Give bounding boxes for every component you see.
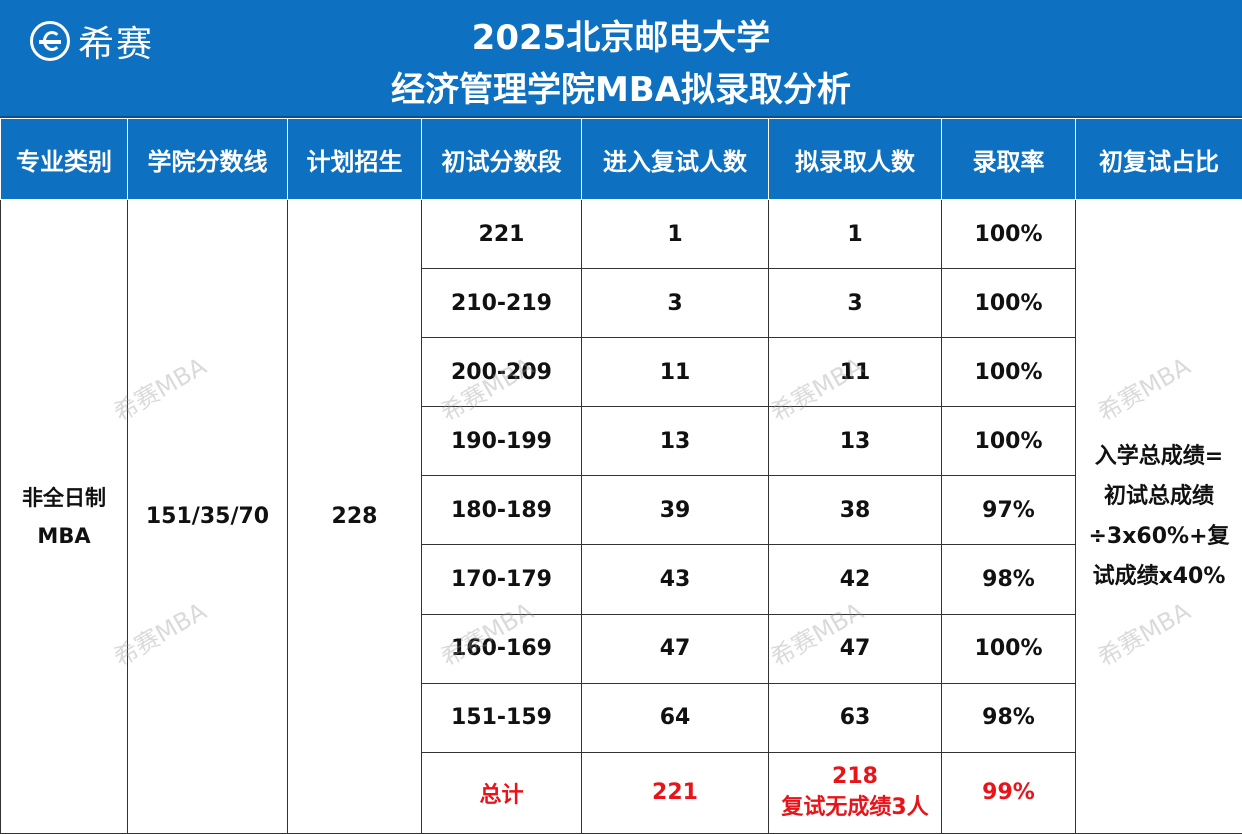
admitted-count-cell: 47	[768, 613, 942, 684]
ratio-note-line4: 试成绩x40%	[1092, 563, 1226, 589]
score-range-cell: 160-169	[421, 613, 582, 684]
brand-logo: 希赛	[30, 18, 155, 65]
score-range-cell: 180-189	[421, 475, 582, 546]
admission-rate-cell: 100%	[941, 198, 1076, 270]
table-header-row: 专业类别 学院分数线 计划招生 初试分数段 进入复试人数 拟录取人数 录取率 初…	[0, 118, 1242, 200]
admitted-count-cell: 63	[768, 682, 942, 753]
admitted-count-cell: 38	[768, 475, 942, 546]
retest-count-cell: 43	[581, 544, 769, 615]
ratio-note-line3: ÷3x60%+复	[1088, 523, 1230, 549]
retest-count-cell: 47	[581, 613, 769, 684]
col-header-plan: 计划招生	[287, 118, 422, 200]
col-header-retest-count: 进入复试人数	[581, 118, 769, 200]
total-admitted-note: 复试无成绩3人	[781, 795, 929, 821]
table-row: 160-169 47 47 100%	[1, 613, 1242, 684]
table-row: 非全日制 MBA 151/35/70 228 221 1 1 100% 入学总成…	[0, 198, 1242, 834]
col-header-score-range: 初试分数段	[421, 118, 582, 200]
col-header-weight-ratio: 初复试占比	[1075, 118, 1242, 200]
admission-rate-cell: 100%	[941, 337, 1076, 408]
score-range-cell: 190-199	[421, 406, 582, 477]
plan-cell: 228	[287, 199, 422, 834]
retest-count-cell: 1	[581, 198, 769, 270]
table-row: 210-219 3 3 100%	[1, 268, 1242, 339]
logo-e-icon	[30, 21, 70, 61]
admitted-count-cell: 13	[768, 406, 942, 477]
admission-rate-cell: 98%	[941, 682, 1076, 753]
table-row: 180-189 39 38 97%	[1, 475, 1242, 546]
program-category-line2: MBA	[37, 523, 91, 548]
weight-ratio-cell: 入学总成绩= 初试总成绩 ÷3x60%+复 试成绩x40%	[1075, 199, 1242, 834]
admission-rate-cell: 100%	[941, 406, 1076, 477]
page-title-line2: 经济管理学院MBA拟录取分析	[390, 70, 852, 110]
total-admitted-cell: 218 复试无成绩3人	[768, 751, 942, 834]
admitted-count-cell: 1	[768, 198, 942, 270]
admitted-count-cell: 3	[768, 268, 942, 339]
table-row: 200-209 11 11 100%	[1, 337, 1242, 408]
admission-rate-cell: 98%	[941, 544, 1076, 615]
logo-text: 希赛	[78, 24, 155, 65]
total-admitted-value: 218	[832, 764, 878, 790]
title-banner: 希赛 2025北京邮电大学 经济管理学院MBA拟录取分析	[0, 0, 1242, 118]
table-row: 151-159 64 63 98%	[1, 682, 1242, 753]
total-row: 总计 221 218 复试无成绩3人 99%	[1, 751, 1242, 834]
admission-table: 专业类别 学院分数线 计划招生 初试分数段 进入复试人数 拟录取人数 录取率 初…	[0, 118, 1242, 834]
score-range-cell: 200-209	[421, 337, 582, 408]
score-range-cell: 210-219	[421, 268, 582, 339]
table-row: 190-199 13 13 100%	[1, 406, 1242, 477]
score-range-cell: 221	[421, 198, 582, 270]
ratio-note-line1: 入学总成绩=	[1094, 443, 1224, 469]
score-line-cell: 151/35/70	[127, 199, 288, 834]
score-range-cell: 151-159	[421, 682, 582, 753]
col-header-admission-rate: 录取率	[941, 118, 1076, 200]
admission-rate-cell: 100%	[941, 613, 1076, 684]
retest-count-cell: 64	[581, 682, 769, 753]
col-header-category: 专业类别	[0, 118, 128, 200]
ratio-note-line2: 初试总成绩	[1103, 483, 1214, 509]
col-header-score-line: 学院分数线	[127, 118, 288, 200]
total-retest-cell: 221	[581, 751, 769, 834]
total-label-cell: 总计	[421, 751, 582, 834]
admission-rate-cell: 100%	[941, 268, 1076, 339]
total-rate-cell: 99%	[941, 751, 1076, 834]
table-row: 170-179 43 42 98%	[1, 544, 1242, 615]
col-header-admitted-count: 拟录取人数	[768, 118, 942, 200]
admitted-count-cell: 11	[768, 337, 942, 408]
retest-count-cell: 13	[581, 406, 769, 477]
retest-count-cell: 39	[581, 475, 769, 546]
admitted-count-cell: 42	[768, 544, 942, 615]
program-category-line1: 非全日制	[22, 485, 106, 510]
page-title-line1: 2025北京邮电大学	[471, 18, 771, 58]
retest-count-cell: 3	[581, 268, 769, 339]
program-category-cell: 非全日制 MBA	[0, 199, 128, 834]
admission-rate-cell: 97%	[941, 475, 1076, 546]
retest-count-cell: 11	[581, 337, 769, 408]
score-range-cell: 170-179	[421, 544, 582, 615]
